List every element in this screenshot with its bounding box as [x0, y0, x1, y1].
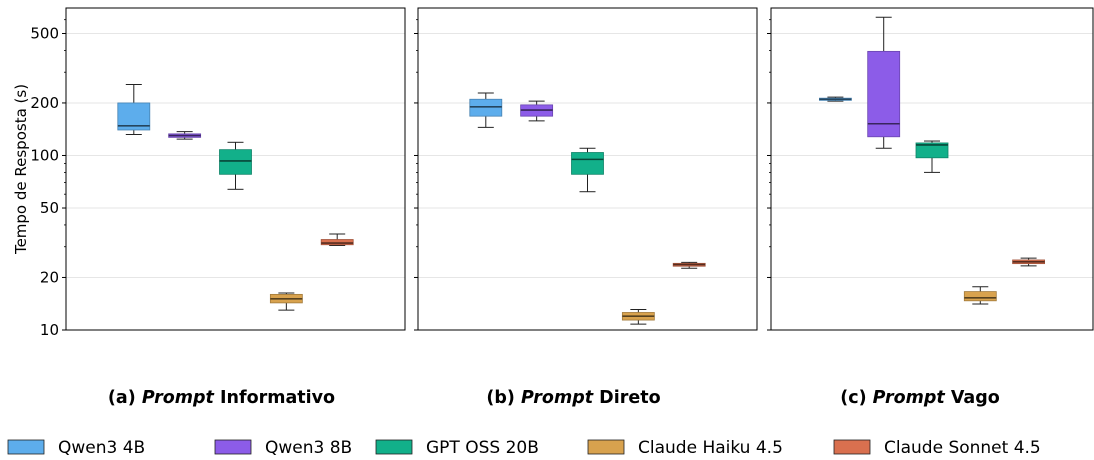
legend-label: Claude Haiku 4.5 [638, 438, 783, 456]
legend-swatch [375, 439, 413, 455]
legend-label: GPT OSS 20B [426, 438, 539, 456]
legend: Qwen3 4B Qwen3 8B GPT OSS 20B Claude Haiku … [7, 438, 1041, 458]
box-claude-haiku-4-5 [963, 286, 997, 305]
iqr-box [469, 98, 503, 117]
panel-caption: (c) Prompt Vago [840, 388, 1000, 408]
legend-item: Claude Haiku 4.5 [587, 438, 783, 458]
legend-swatch [7, 439, 45, 455]
box-gpt-oss-20b [915, 140, 949, 173]
legend-label: Qwen3 4B [58, 438, 145, 456]
legend-item: Qwen3 4B [7, 438, 145, 458]
iqr-box [915, 142, 949, 159]
y-axis-label: Tempo de Resposta (s) [12, 84, 30, 255]
panel-caption: (a) Prompt Informativo [108, 388, 335, 408]
box-claude-sonnet-4-5 [320, 233, 354, 246]
box-claude-sonnet-4-5 [672, 261, 706, 269]
caption-prefix: (b) [486, 388, 521, 408]
box-claude-sonnet-4-5 [1012, 257, 1045, 267]
caption-prefix: (a) [108, 388, 142, 408]
caption-suffix: Vago [945, 388, 1000, 408]
caption-italic: Prompt [142, 388, 215, 408]
caption-italic: Prompt [873, 388, 946, 408]
panel-2: (b) Prompt Direto [414, 7, 758, 408]
y-tick-label: 100 [30, 146, 59, 164]
box-qwen3-8b [867, 16, 901, 149]
y-tick-label: 500 [30, 25, 59, 43]
caption-suffix: Informativo [214, 388, 335, 408]
box-qwen3-4b [117, 84, 151, 135]
legend-item: GPT OSS 20B [375, 438, 539, 458]
legend-label: Claude Sonnet 4.5 [884, 438, 1041, 456]
legend-label: Qwen3 8B [265, 438, 352, 456]
y-tick-label: 200 [30, 94, 59, 112]
legend-swatch [587, 439, 625, 455]
box-claude-haiku-4-5 [621, 309, 655, 325]
legend-item: Qwen3 8B [214, 438, 352, 458]
panel-frame [770, 7, 1094, 331]
iqr-box [219, 149, 252, 175]
iqr-box [320, 239, 354, 246]
panel-frame [417, 7, 758, 331]
legend-item: Claude Sonnet 4.5 [833, 438, 1041, 458]
y-tick-label: 10 [40, 321, 59, 339]
panel-3: (c) Prompt Vago [767, 7, 1094, 408]
box-claude-haiku-4-5 [269, 292, 303, 311]
panel-caption: (b) Prompt Direto [486, 388, 660, 408]
caption-prefix: (c) [840, 388, 872, 408]
caption-suffix: Direto [593, 388, 661, 408]
caption-italic: Prompt [521, 388, 594, 408]
box-qwen3-4b [469, 92, 503, 128]
iqr-box [963, 291, 997, 302]
box-qwen3-4b [819, 96, 852, 102]
y-tick-label: 20 [40, 268, 59, 286]
panel-1: 10 20 50 100 200 500 (a) Prompt Informativo [30, 7, 406, 408]
y-tick-label: 50 [40, 199, 59, 217]
legend-swatch [214, 439, 252, 455]
box-gpt-oss-20b [219, 141, 252, 190]
iqr-box [867, 50, 901, 138]
legend-swatch [833, 439, 871, 455]
panel-frame [65, 7, 406, 331]
iqr-box [571, 152, 604, 175]
box-qwen3-8b [520, 100, 554, 122]
box-gpt-oss-20b [571, 147, 604, 193]
box-qwen3-8b [168, 131, 202, 140]
